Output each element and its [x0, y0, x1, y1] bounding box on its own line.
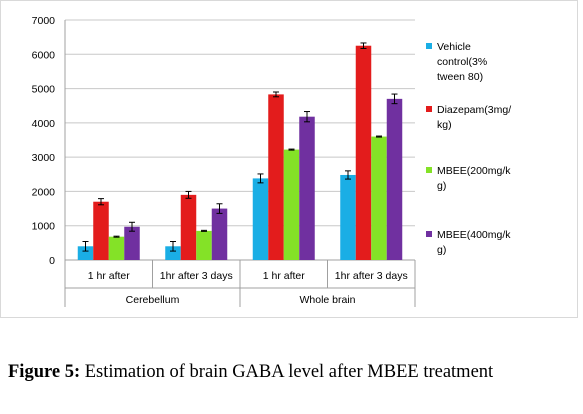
legend-label: MBEE(400mg/k — [437, 229, 511, 241]
y-tick-label: 6000 — [32, 49, 56, 61]
bar — [196, 230, 212, 260]
legend-swatch — [426, 43, 432, 49]
bar — [77, 246, 94, 260]
bar — [386, 98, 403, 260]
y-tick-label: 3000 — [32, 152, 56, 164]
y-tick-label: 4000 — [32, 118, 56, 130]
y-tick-label: 2000 — [32, 186, 56, 198]
legend-label: Diazepam(3mg/ — [437, 104, 511, 116]
bar — [211, 208, 228, 260]
legend-swatch — [426, 106, 432, 112]
bar — [268, 94, 284, 261]
legend-swatch — [426, 231, 432, 237]
bar — [355, 45, 372, 260]
bar — [93, 201, 109, 260]
x-tick-label: 1 hr after — [88, 270, 131, 282]
legend-label: kg) — [437, 119, 452, 131]
bar — [371, 136, 387, 260]
bar — [283, 149, 300, 260]
legend-label: g) — [437, 244, 446, 256]
y-tick-label: 0 — [49, 255, 55, 267]
bar — [252, 178, 269, 260]
legend-label: tween 80) — [437, 71, 483, 83]
legend-label: Vehicle — [437, 41, 471, 53]
x-group-label: Cerebellum — [126, 294, 180, 306]
bar — [108, 236, 125, 260]
bar — [180, 194, 197, 260]
caption-label: Figure 5: — [8, 362, 81, 382]
bar — [299, 116, 315, 260]
x-tick-label: 1hr after 3 days — [335, 270, 408, 282]
legend-swatch — [426, 167, 432, 173]
bar — [165, 246, 181, 260]
x-tick-label: 1hr after 3 days — [160, 270, 233, 282]
bar — [124, 226, 140, 260]
y-tick-label: 5000 — [32, 84, 56, 96]
bar — [340, 174, 356, 260]
caption-text: Estimation of brain GABA level after MBE… — [84, 362, 494, 382]
y-tick-label: 1000 — [32, 221, 56, 233]
figure-caption: Figure 5: Estimation of brain GABA level… — [8, 360, 578, 384]
legend-label: g) — [437, 180, 446, 192]
bar-chart: 0 1000 2000 3000 4000 5000 6000 7000 1 hr after 1… — [32, 15, 511, 307]
x-tick-label: 1 hr after — [263, 270, 306, 282]
legend-label: MBEE(200mg/k — [437, 165, 511, 177]
y-tick-label: 7000 — [32, 15, 56, 27]
legend-label: control(3% — [437, 56, 487, 68]
x-group-label: Whole brain — [299, 294, 355, 306]
chart-container: 0 1000 2000 3000 4000 5000 6000 7000 1 hr after 1… — [0, 0, 578, 318]
